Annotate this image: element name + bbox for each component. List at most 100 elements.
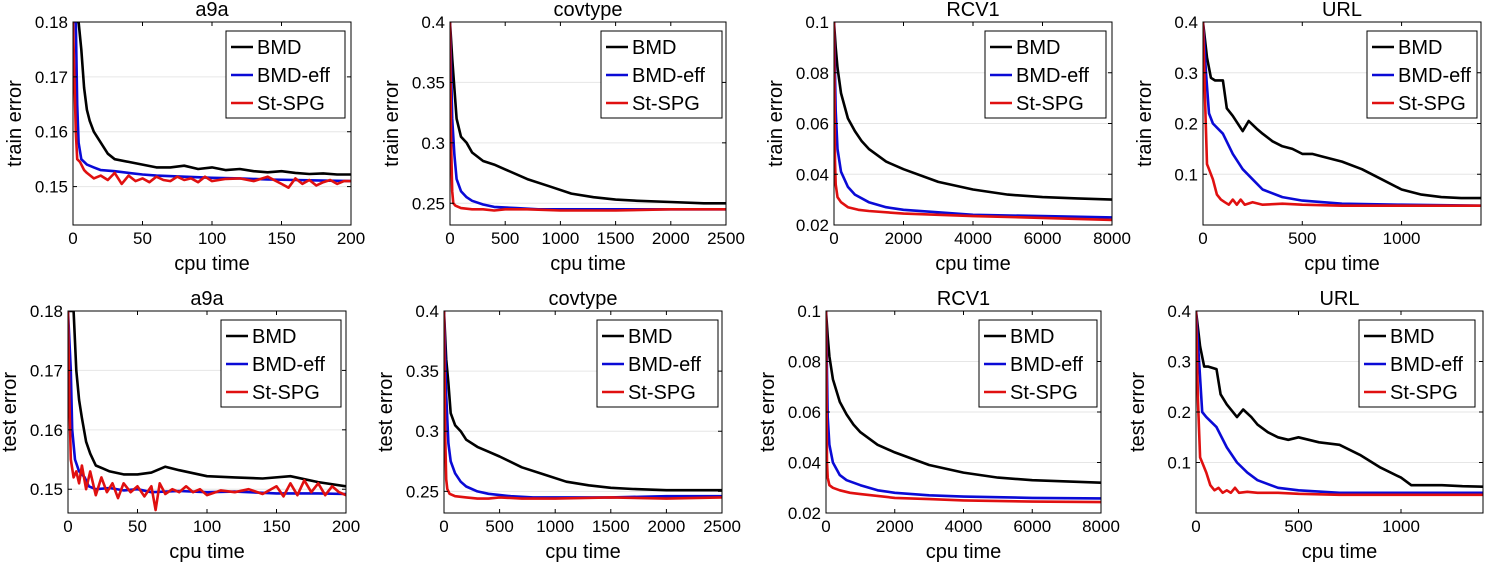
x-tick-label: 6000	[1024, 229, 1062, 248]
subplot-2: 0 500 1000 1500 2000 2500 0.25 0.3 0.35 0.4 covtyp…	[381, 0, 745, 275]
legend: BMD BMD-eff St-SPG	[1358, 319, 1476, 408]
legend: BMD BMD-eff St-SPG	[225, 30, 346, 119]
legend: BMD BMD-eff St-SPG	[1366, 30, 1478, 119]
y-tick-label: 0.25	[406, 482, 439, 501]
x-axis-label: cpu time	[550, 253, 626, 275]
legend-label-bmd: BMD	[257, 37, 301, 59]
x-axis-label: cpu time	[1304, 253, 1380, 275]
series-line-bmd	[450, 22, 726, 205]
y-tick-label: 0.18	[30, 302, 63, 321]
x-tick-label: 150	[262, 517, 290, 536]
series-line-st-spg	[826, 311, 1101, 504]
series-line-st-spg	[73, 22, 351, 189]
y-tick-label: 0.2	[1174, 115, 1198, 134]
y-tick-label: 0.06	[788, 403, 821, 422]
legend: BMD BMD-eff St-SPG	[596, 319, 719, 408]
y-tick-label: 0.4	[1174, 13, 1198, 32]
series-line-st-spg	[450, 22, 726, 212]
y-tick-label: 0.1	[797, 302, 821, 321]
y-axis-label: train error	[1134, 80, 1156, 167]
series-line-bmd	[834, 22, 1112, 201]
x-tick-label: 50	[128, 517, 147, 536]
legend-label-st-spg: St-SPG	[1016, 93, 1084, 115]
series-line-bmd	[68, 311, 346, 488]
y-tick-label: 0.4	[415, 302, 439, 321]
legend: BMD BMD-eff St-SPG	[984, 30, 1107, 119]
x-tick-label: 500	[485, 517, 513, 536]
x-axis-label: cpu time	[1302, 541, 1378, 563]
y-tick-label: 0.2	[1167, 403, 1191, 422]
x-tick-label: 2000	[885, 229, 923, 248]
y-axis-label: train error	[4, 80, 26, 167]
series-line-bmd-eff	[1196, 311, 1483, 495]
y-tick-label: 0.15	[30, 480, 63, 499]
legend-label-bmd-eff: BMD-eff	[632, 65, 705, 87]
y-axis-label: test error	[375, 372, 397, 452]
legend-label-st-spg: St-SPG	[1398, 93, 1466, 115]
series-line-st-spg	[68, 311, 346, 512]
subplot-4: 0 500 1000 0.1 0.2 0.3 0.4 URL cpu time train err…	[1134, 0, 1482, 275]
y-tick-label: 0.18	[35, 13, 68, 32]
x-tick-label: 1000	[541, 229, 579, 248]
x-tick-label: 2000	[876, 517, 914, 536]
x-tick-label: 1000	[1383, 229, 1421, 248]
y-axis-label: test error	[0, 372, 21, 452]
x-axis-label: cpu time	[174, 253, 250, 275]
chart-title: a9a	[195, 0, 229, 21]
x-tick-label: 0	[63, 517, 72, 536]
y-tick-label: 0.4	[1167, 302, 1191, 321]
x-tick-label: 500	[1288, 229, 1316, 248]
y-tick-label: 0.3	[415, 422, 439, 441]
legend: BMD BMD-eff St-SPG	[600, 30, 723, 119]
y-tick-label: 0.04	[796, 165, 829, 184]
series-line-bmd-eff	[73, 22, 351, 183]
subplot-7: 0 2000 4000 6000 8000 0.02 0.04 0.06 0.08 0.1 RCV1…	[757, 288, 1120, 563]
subplot-1: 0 50 100 150 200 0.15 0.16 0.17 0.18 a9a cpu time t…	[4, 0, 365, 275]
legend-label-bmd: BMD	[252, 326, 296, 348]
y-tick-label: 0.3	[1174, 64, 1198, 83]
x-tick-label: 1500	[592, 517, 630, 536]
x-tick-label: 8000	[1093, 229, 1131, 248]
series-line-st-spg	[1203, 22, 1481, 207]
x-tick-label: 100	[198, 229, 226, 248]
subplot-3: 0 2000 4000 6000 8000 0.02 0.04 0.06 0.08 0.1 RCV1…	[765, 0, 1131, 275]
x-tick-label: 2000	[647, 517, 685, 536]
x-tick-label: 2500	[703, 517, 741, 536]
y-tick-label: 0.35	[412, 73, 445, 92]
x-tick-label: 500	[1284, 517, 1312, 536]
y-tick-label: 0.02	[796, 216, 829, 235]
y-tick-label: 0.17	[30, 361, 63, 380]
series-line-bmd	[826, 311, 1101, 484]
legend-label-bmd-eff: BMD-eff	[1010, 354, 1083, 376]
series-line-bmd	[1196, 311, 1483, 488]
y-tick-label: 0.16	[35, 123, 68, 142]
y-tick-label: 0.06	[796, 115, 829, 134]
series-line-bmd	[444, 311, 722, 492]
legend-label-st-spg: St-SPG	[1390, 382, 1458, 404]
y-tick-label: 0.08	[788, 353, 821, 372]
x-tick-label: 1000	[1382, 517, 1420, 536]
series-line-bmd	[1203, 22, 1481, 200]
legend-label-bmd: BMD	[1398, 37, 1442, 59]
legend-label-st-spg: St-SPG	[257, 93, 325, 115]
y-tick-label: 0.04	[788, 454, 821, 473]
series-line-bmd	[73, 22, 351, 176]
x-axis-label: cpu time	[926, 541, 1002, 563]
axes-box	[449, 21, 727, 226]
y-tick-label: 0.35	[406, 362, 439, 381]
x-tick-label: 0	[1198, 229, 1207, 248]
x-tick-label: 0	[1191, 517, 1200, 536]
series-line-st-spg	[444, 311, 722, 500]
subplot-8: 0 500 1000 0.1 0.2 0.3 0.4 URL cpu time test erro…	[1127, 288, 1484, 563]
chart-title: URL	[1322, 0, 1362, 21]
y-tick-label: 0.3	[421, 134, 445, 153]
series-line-bmd-eff	[1203, 22, 1481, 207]
y-tick-label: 0.1	[1167, 454, 1191, 473]
x-tick-label: 150	[267, 229, 295, 248]
series-line-bmd-eff	[826, 311, 1101, 500]
y-axis-label: train error	[765, 80, 787, 167]
y-axis-label: test error	[757, 372, 779, 452]
x-axis-label: cpu time	[935, 253, 1011, 275]
chart-title: covtype	[554, 0, 623, 21]
